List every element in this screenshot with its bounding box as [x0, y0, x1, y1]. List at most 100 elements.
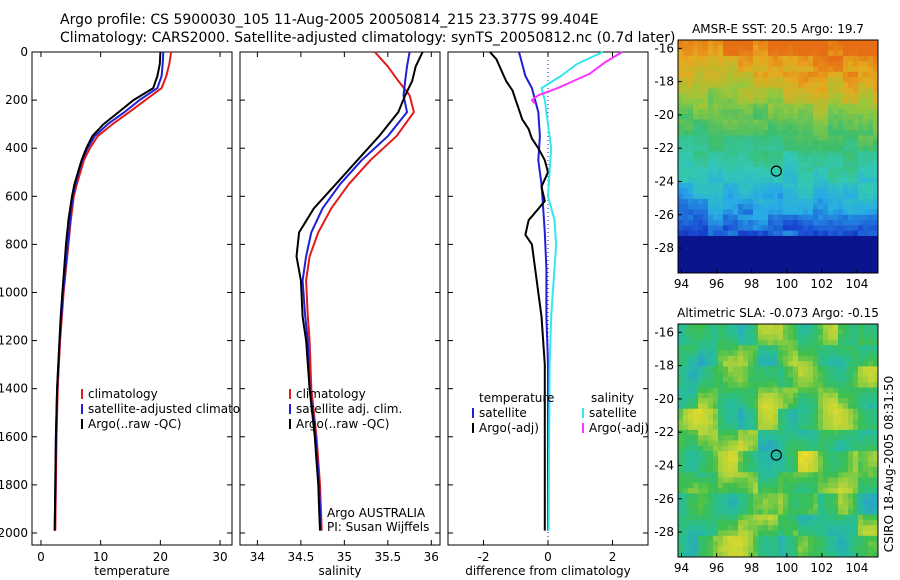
map-cell	[723, 366, 729, 373]
map-cell	[818, 504, 824, 510]
map-cell	[728, 546, 734, 553]
map-cell	[848, 55, 854, 62]
map-cell	[683, 124, 689, 131]
map-cell	[828, 172, 834, 179]
map-cell	[783, 92, 789, 99]
map-cell	[718, 466, 724, 473]
map-cell	[868, 366, 874, 373]
map-cell	[688, 235, 694, 242]
map-cell	[733, 488, 739, 494]
map-cell	[858, 55, 864, 62]
map-cell	[683, 156, 689, 163]
map-cell	[733, 530, 739, 537]
map-cell	[843, 477, 849, 484]
map-cell	[818, 429, 824, 436]
map-cell	[703, 493, 709, 500]
map-cell	[868, 257, 874, 263]
map-cell	[688, 145, 694, 152]
map-cell	[683, 140, 689, 147]
map-cell	[843, 61, 849, 67]
legend-label: Argo(-adj)	[479, 421, 539, 435]
map-cell	[863, 230, 869, 237]
map-cell	[783, 482, 789, 489]
map-cell	[868, 541, 874, 547]
map-cell	[738, 108, 744, 115]
map-cell	[798, 509, 804, 516]
map-cell	[713, 519, 719, 526]
map-cell	[813, 551, 819, 558]
map-cell	[858, 77, 864, 83]
map-cell	[798, 188, 804, 195]
map-cell	[843, 108, 849, 115]
map-cell	[733, 119, 739, 126]
map-cell	[868, 498, 874, 505]
map-cell	[698, 456, 704, 463]
map-cell	[708, 403, 714, 410]
map-cell	[803, 66, 809, 73]
map-cell	[698, 445, 704, 452]
map-cell	[848, 235, 854, 242]
map-cell	[718, 267, 724, 274]
map-cell	[743, 514, 749, 521]
map-cell	[693, 382, 699, 389]
map-cell	[683, 103, 689, 110]
map-cell	[723, 376, 729, 383]
map-cell	[733, 403, 739, 410]
map-cell	[718, 339, 724, 346]
map-cell	[723, 345, 729, 351]
map-cell	[798, 387, 804, 394]
map-cell	[863, 361, 869, 367]
map-cell	[718, 204, 724, 210]
map-cell	[833, 440, 839, 447]
map-cell	[678, 445, 684, 452]
map-cell	[798, 204, 804, 210]
map-cell	[703, 246, 709, 253]
map-cell	[873, 182, 879, 189]
map-cell	[678, 382, 684, 389]
map-cell	[708, 241, 714, 248]
map-cell	[678, 398, 684, 404]
map-cell	[773, 551, 779, 558]
map-cell	[823, 241, 829, 248]
map-cell	[678, 482, 684, 489]
map-cell	[793, 419, 799, 426]
map-cell	[863, 371, 869, 378]
map-cell	[763, 82, 769, 89]
map-cell	[743, 482, 749, 489]
map-cell	[748, 498, 754, 505]
map-cell	[843, 130, 849, 136]
map-cell	[798, 135, 804, 142]
map-cell	[758, 345, 764, 351]
map-cell	[753, 350, 759, 357]
map-cell	[853, 220, 859, 226]
map-cell	[738, 419, 744, 426]
map-cell	[803, 429, 809, 436]
map-cell	[818, 82, 824, 89]
map-cell	[678, 71, 684, 78]
map-cell	[723, 135, 729, 142]
map-cell	[813, 472, 819, 479]
map-cell	[693, 108, 699, 115]
map-cell	[743, 241, 749, 248]
series-line	[518, 51, 549, 531]
map-cell	[823, 445, 829, 452]
map-cell	[803, 130, 809, 136]
map-cell	[843, 371, 849, 378]
map-cell	[773, 40, 779, 46]
map-cell	[863, 145, 869, 152]
map-cell	[783, 214, 789, 221]
map-cell	[818, 114, 824, 120]
map-cell	[733, 461, 739, 468]
map-cell	[693, 366, 699, 373]
y-tick-label: 1000	[0, 285, 28, 299]
map-cell	[868, 103, 874, 110]
map-cell	[838, 156, 844, 163]
map-cell	[688, 361, 694, 367]
map-cell	[693, 161, 699, 168]
map-cell	[813, 334, 819, 341]
map-cell	[778, 246, 784, 253]
map-cell	[778, 87, 784, 94]
map-cell	[708, 551, 714, 558]
map-cell	[708, 345, 714, 351]
map-cell	[858, 156, 864, 163]
